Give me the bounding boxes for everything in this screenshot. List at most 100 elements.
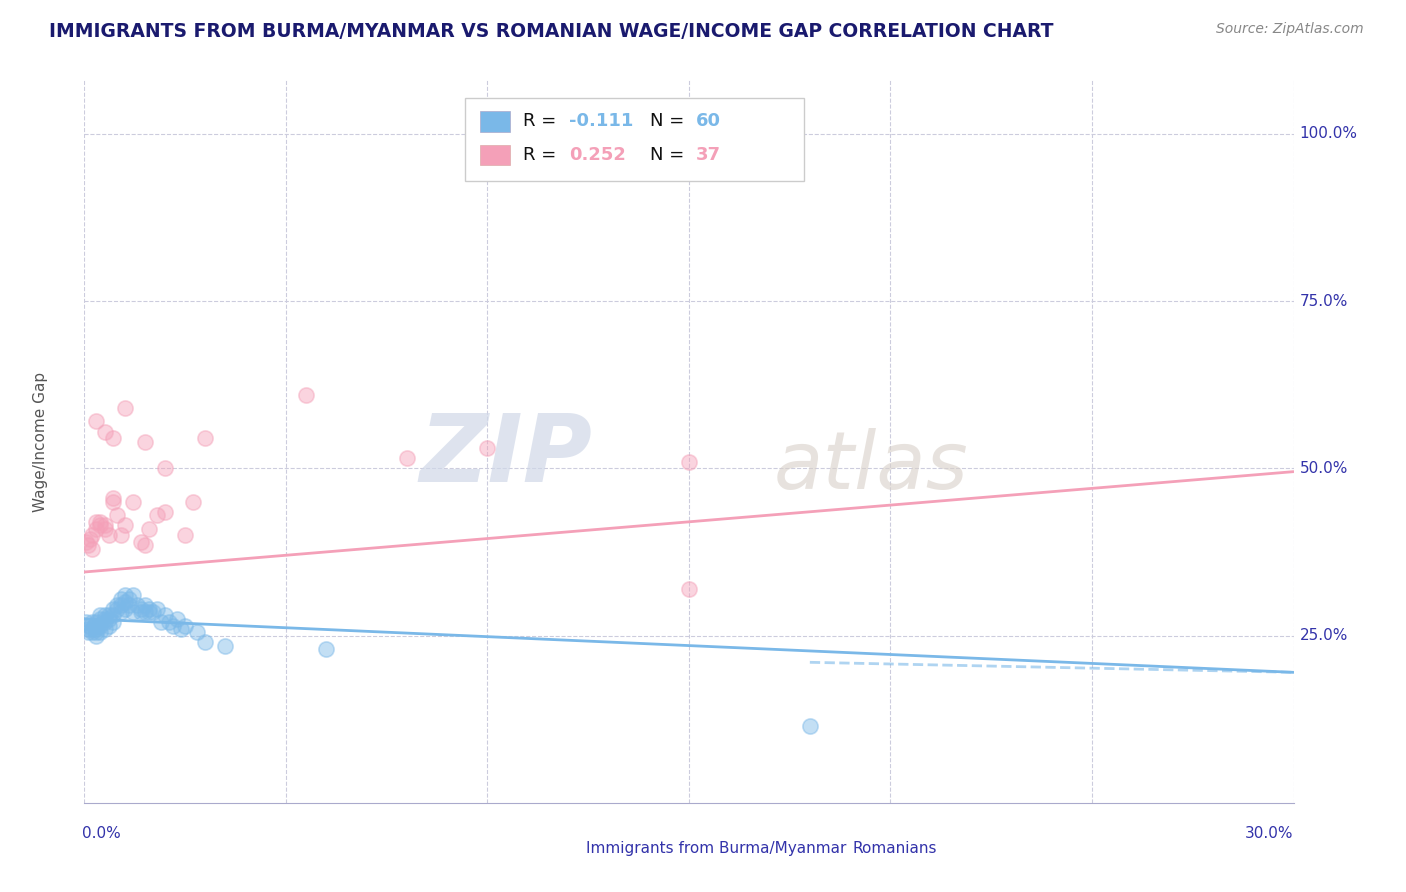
Point <box>110 599 132 613</box>
Point <box>153 608 176 623</box>
FancyBboxPatch shape <box>810 838 844 858</box>
Point <box>101 608 124 623</box>
Text: 30.0%: 30.0% <box>1246 826 1294 841</box>
Point <box>89 515 111 529</box>
Point <box>101 615 124 630</box>
Text: R =: R = <box>523 112 562 130</box>
Point <box>87 618 110 632</box>
Point <box>86 414 108 429</box>
Point <box>89 612 111 626</box>
Point <box>181 494 204 508</box>
Point <box>93 425 115 439</box>
Point <box>395 451 418 466</box>
Point <box>170 622 193 636</box>
Point <box>114 401 136 416</box>
Point <box>295 387 318 401</box>
Point <box>89 518 111 533</box>
Point <box>157 615 180 630</box>
Point <box>110 528 132 542</box>
Point <box>149 615 172 630</box>
Point <box>86 625 108 640</box>
Point <box>89 625 111 640</box>
Text: 100.0%: 100.0% <box>1299 127 1358 141</box>
Point <box>97 612 120 626</box>
Point <box>134 434 156 449</box>
Text: R =: R = <box>523 145 562 164</box>
Point <box>315 642 337 657</box>
Point <box>101 494 124 508</box>
Point <box>101 431 124 445</box>
Point <box>138 605 160 619</box>
Text: ZIP: ZIP <box>419 410 592 502</box>
Point <box>194 635 217 649</box>
Point <box>678 455 700 469</box>
Point <box>82 541 104 556</box>
Point <box>82 615 104 630</box>
Point <box>114 602 136 616</box>
Point <box>97 528 120 542</box>
Point <box>79 618 101 632</box>
Point <box>82 528 104 542</box>
Text: 60: 60 <box>696 112 721 130</box>
Point <box>86 515 108 529</box>
Point <box>477 442 499 455</box>
Point <box>114 518 136 533</box>
Point <box>118 599 141 613</box>
Point <box>93 521 115 535</box>
Point <box>105 602 128 616</box>
Point <box>93 615 115 630</box>
Text: 75.0%: 75.0% <box>1299 293 1348 309</box>
Point <box>110 591 132 606</box>
Point <box>121 605 143 619</box>
Point <box>118 591 141 606</box>
Text: IMMIGRANTS FROM BURMA/MYANMAR VS ROMANIAN WAGE/INCOME GAP CORRELATION CHART: IMMIGRANTS FROM BURMA/MYANMAR VS ROMANIA… <box>49 22 1053 41</box>
Point <box>114 589 136 603</box>
Point <box>121 589 143 603</box>
Point <box>86 622 108 636</box>
Text: N =: N = <box>650 112 690 130</box>
Point <box>97 618 120 632</box>
Point <box>129 605 152 619</box>
Point <box>93 518 115 533</box>
FancyBboxPatch shape <box>479 112 510 132</box>
Point <box>134 605 156 619</box>
Point <box>89 618 111 632</box>
Point <box>121 494 143 508</box>
Point <box>82 625 104 640</box>
Point <box>77 625 100 640</box>
FancyBboxPatch shape <box>465 98 804 181</box>
Text: 0.252: 0.252 <box>569 145 626 164</box>
Point <box>75 615 97 630</box>
Point <box>86 615 108 630</box>
Text: Source: ZipAtlas.com: Source: ZipAtlas.com <box>1216 22 1364 37</box>
Text: 0.0%: 0.0% <box>82 826 121 841</box>
Point <box>77 622 100 636</box>
Point <box>129 534 152 549</box>
Point <box>129 602 152 616</box>
Point <box>194 431 217 445</box>
Point <box>93 608 115 623</box>
Point <box>82 622 104 636</box>
Point <box>678 582 700 596</box>
Point <box>134 599 156 613</box>
Point <box>89 608 111 623</box>
Point <box>142 605 165 619</box>
Point <box>110 605 132 619</box>
Point <box>86 521 108 535</box>
Point <box>153 461 176 475</box>
Point <box>101 602 124 616</box>
Text: 25.0%: 25.0% <box>1299 628 1348 643</box>
Point <box>83 618 105 632</box>
Point <box>153 505 176 519</box>
Point <box>79 532 101 546</box>
Point <box>162 618 184 632</box>
Text: Immigrants from Burma/Myanmar: Immigrants from Burma/Myanmar <box>586 841 846 855</box>
Point <box>77 538 100 552</box>
Text: Wage/Income Gap: Wage/Income Gap <box>34 371 48 512</box>
FancyBboxPatch shape <box>479 145 510 165</box>
Point <box>146 508 169 523</box>
Point <box>97 608 120 623</box>
Point <box>799 719 821 733</box>
Point <box>134 538 156 552</box>
Point <box>214 639 236 653</box>
